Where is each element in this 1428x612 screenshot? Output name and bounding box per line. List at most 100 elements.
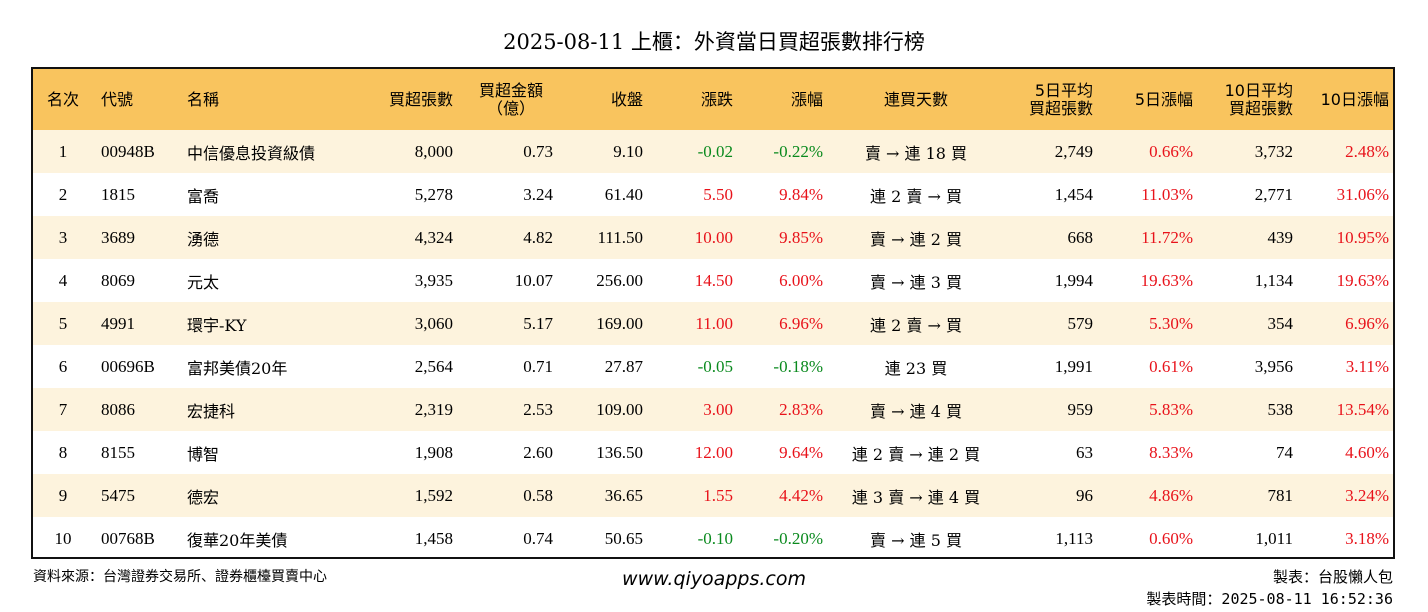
cell-pct5: 8.33% bbox=[1149, 442, 1193, 462]
table-body: 1 00948B 中信優息投資級債 8,000 0.73 9.10 -0.02 -0.22% 賣… bbox=[33, 130, 1393, 557]
website-link[interactable]: www.qiyoapps.com bbox=[622, 568, 806, 590]
cell-code: 00948B bbox=[101, 141, 155, 161]
cell-pct: 6.00% bbox=[779, 270, 823, 290]
cell-rank: 4 bbox=[58, 270, 68, 290]
cell-avg5: 2,749 bbox=[1054, 141, 1093, 161]
cell-rank: 7 bbox=[58, 399, 68, 419]
table-row: 6 00696B 富邦美債20年 2,564 0.71 27.87 -0.05 -0.18% 連… bbox=[33, 345, 1393, 388]
cell-streak: 連 3 賣 → 連 4 買 bbox=[851, 487, 981, 507]
cell-avg10: 781 bbox=[1267, 485, 1294, 505]
cell-change: 5.50 bbox=[703, 184, 733, 204]
cell-close: 27.87 bbox=[604, 356, 643, 376]
cell-streak: 賣 → 連 2 買 bbox=[870, 229, 962, 249]
cell-rank: 6 bbox=[58, 356, 68, 376]
header-streak: 連買天數 bbox=[883, 89, 948, 109]
cell-close: 109.00 bbox=[596, 399, 643, 419]
cell-close: 50.65 bbox=[604, 528, 643, 548]
timestamp-label: 製表時間：2025-08-11 16:52:36 bbox=[1146, 590, 1393, 608]
cell-net-buy: 5,278 bbox=[414, 184, 453, 204]
cell-pct10: 3.18% bbox=[1345, 528, 1389, 548]
cell-streak: 賣 → 連 4 買 bbox=[870, 401, 962, 421]
cell-streak: 連 2 賣 → 買 bbox=[870, 315, 962, 335]
cell-avg5: 579 bbox=[1067, 313, 1094, 333]
cell-net-buy: 3,060 bbox=[414, 313, 453, 333]
header-change: 漲跌 bbox=[700, 89, 733, 109]
cell-rank: 2 bbox=[58, 184, 68, 204]
cell-avg5: 1,991 bbox=[1054, 356, 1093, 376]
header-pct: 漲幅 bbox=[790, 89, 823, 109]
cell-avg5: 1,454 bbox=[1054, 184, 1093, 204]
table-row: 10 00768B 復華20年美債 1,458 0.74 50.65 -0.10 -0.20%… bbox=[33, 517, 1393, 557]
cell-net-buy: 2,564 bbox=[414, 356, 453, 376]
cell-change: -0.10 bbox=[697, 528, 733, 548]
cell-streak: 賣 → 連 18 買 bbox=[864, 143, 968, 163]
cell-pct10: 6.96% bbox=[1345, 313, 1389, 333]
cell-name: 環宇-KY bbox=[187, 315, 247, 335]
header-rank: 名次 bbox=[46, 89, 79, 109]
cell-pct: -0.20% bbox=[773, 528, 823, 548]
cell-pct10: 3.11% bbox=[1345, 356, 1389, 376]
cell-pct5: 5.83% bbox=[1149, 399, 1193, 419]
cell-code: 00696B bbox=[101, 356, 155, 376]
cell-net-buy: 2,319 bbox=[414, 399, 453, 419]
cell-amount: 2.53 bbox=[523, 399, 553, 419]
cell-close: 36.65 bbox=[604, 485, 643, 505]
cell-avg10: 1,134 bbox=[1254, 270, 1293, 290]
cell-pct5: 0.60% bbox=[1149, 528, 1193, 548]
cell-rank: 8 bbox=[58, 442, 68, 462]
cell-close: 169.00 bbox=[596, 313, 643, 333]
cell-name: 富邦美債20年 bbox=[187, 358, 288, 378]
cell-amount: 5.17 bbox=[523, 313, 553, 333]
cell-pct10: 13.54% bbox=[1336, 399, 1389, 419]
cell-amount: 10.07 bbox=[514, 270, 553, 290]
cell-close: 256.00 bbox=[596, 270, 643, 290]
cell-net-buy: 1,458 bbox=[414, 528, 453, 548]
cell-close: 136.50 bbox=[596, 442, 643, 462]
cell-pct: 4.42% bbox=[779, 485, 823, 505]
cell-avg5: 959 bbox=[1067, 399, 1094, 419]
cell-code: 00768B bbox=[101, 528, 155, 548]
cell-pct10: 3.24% bbox=[1345, 485, 1389, 505]
cell-amount: 0.71 bbox=[523, 356, 553, 376]
table-row: 9 5475 德宏 1,592 0.58 36.65 1.55 4.42% 連 3 賣 → 連 … bbox=[33, 474, 1393, 517]
cell-close: 111.50 bbox=[597, 227, 644, 247]
cell-pct: 9.85% bbox=[779, 227, 823, 247]
cell-change: 1.55 bbox=[703, 485, 733, 505]
table-row: 3 3689 湧德 4,324 4.82 111.50 10.00 9.85% 賣 → 連 2 … bbox=[33, 216, 1393, 259]
cell-code: 8086 bbox=[101, 399, 135, 419]
cell-amount: 0.58 bbox=[523, 485, 553, 505]
cell-avg5: 96 bbox=[1076, 485, 1093, 505]
cell-rank: 3 bbox=[58, 227, 68, 247]
cell-avg10: 74 bbox=[1276, 442, 1293, 462]
cell-name: 宏捷科 bbox=[187, 401, 236, 421]
cell-pct10: 2.48% bbox=[1345, 141, 1389, 161]
cell-avg10: 538 bbox=[1267, 399, 1294, 419]
cell-name: 湧德 bbox=[187, 229, 220, 249]
header-code: 代號 bbox=[101, 89, 134, 109]
cell-name: 博智 bbox=[187, 444, 220, 464]
cell-name: 元太 bbox=[187, 272, 220, 292]
table-row: 2 1815 富喬 5,278 3.24 61.40 5.50 9.84% 連 2 賣 → 買 1… bbox=[33, 173, 1393, 216]
cell-code: 8155 bbox=[101, 442, 135, 462]
cell-streak: 賣 → 連 3 買 bbox=[870, 272, 962, 292]
table-row: 1 00948B 中信優息投資級債 8,000 0.73 9.10 -0.02 -0.22% 賣… bbox=[33, 130, 1393, 173]
cell-amount: 3.24 bbox=[523, 184, 553, 204]
cell-streak: 賣 → 連 5 買 bbox=[870, 530, 962, 550]
cell-pct5: 4.86% bbox=[1149, 485, 1193, 505]
table-row: 8 8155 博智 1,908 2.60 136.50 12.00 9.64% 連 2 賣 → … bbox=[33, 431, 1393, 474]
cell-change: -0.05 bbox=[697, 356, 733, 376]
cell-close: 9.10 bbox=[613, 141, 643, 161]
ranking-table-container: 名次 代號 名稱 買超張數 買超金額 （億） 收盤 漲跌 漲幅 連買天數 5日平… bbox=[31, 67, 1395, 559]
cell-streak: 連 2 賣 → 連 2 買 bbox=[851, 444, 981, 464]
cell-change: 14.50 bbox=[694, 270, 733, 290]
cell-net-buy: 4,324 bbox=[414, 227, 453, 247]
cell-pct5: 11.72% bbox=[1141, 227, 1193, 247]
header-amount: 買超金額 （億） bbox=[478, 80, 543, 118]
cell-net-buy: 1,592 bbox=[414, 485, 453, 505]
cell-pct10: 10.95% bbox=[1336, 227, 1389, 247]
author-label: 製表：台股懶人包 bbox=[1272, 568, 1393, 586]
data-source: 資料來源：台灣證券交易所、證券櫃檯買賣中心 bbox=[33, 569, 327, 585]
cell-avg5: 1,113 bbox=[1055, 528, 1093, 548]
cell-pct10: 31.06% bbox=[1336, 184, 1389, 204]
cell-net-buy: 3,935 bbox=[414, 270, 453, 290]
